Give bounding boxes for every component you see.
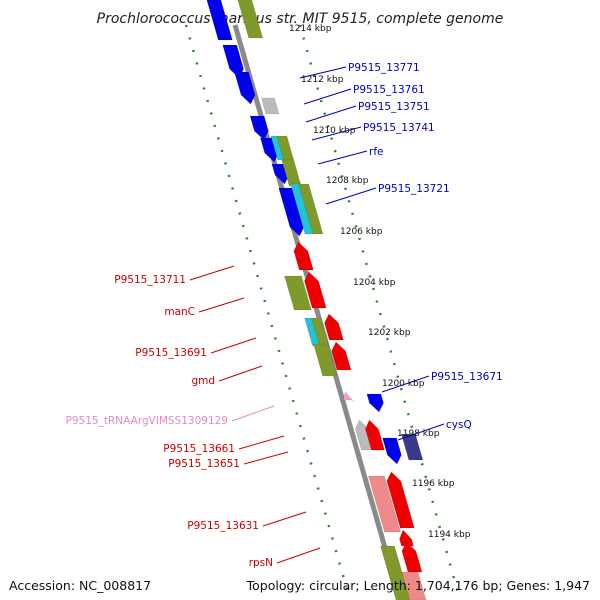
map-title: Prochlorococcus marinus str. MIT 9515, c… [97, 11, 504, 27]
gene-feature [206, 0, 233, 41]
kbp-tick: 1198 kbp [397, 429, 440, 439]
kbp-tick: 1208 kbp [326, 176, 369, 186]
gene-label[interactable]: cysQ [446, 419, 472, 431]
gene-feature [234, 71, 256, 105]
gene-feature [293, 241, 314, 271]
gene-label[interactable]: P9515_13751 [358, 101, 430, 113]
leader-line [218, 365, 263, 382]
kbp-tick: 1210 kbp [313, 126, 356, 136]
gene-label[interactable]: manC [164, 306, 195, 318]
gene-feature [298, 183, 324, 235]
leader-line [311, 126, 362, 141]
gene-label[interactable]: P9515_13661 [163, 443, 235, 455]
gene-feature [368, 475, 401, 533]
accession-text: Accession: NC_008817 [9, 578, 152, 593]
gene-feature [365, 419, 385, 451]
gene-feature [380, 545, 411, 600]
gene-label[interactable]: P9515_13671 [431, 371, 503, 383]
gene-features [206, 0, 427, 600]
gene-feature [401, 541, 423, 573]
gene-feature [386, 471, 415, 529]
leader-line [276, 547, 321, 564]
kbp-tick: 1206 kbp [340, 227, 383, 237]
kbp-ticks: 1214 kbp 1212 kbp 1210 kbp 1208 kbp 1206… [289, 24, 471, 540]
kbp-tick: 1202 kbp [368, 328, 411, 338]
left-gene-labels: P9515_13711 manC P9515_13691 gmd P9515_t… [66, 274, 273, 569]
gene-label[interactable]: P9515_13741 [363, 122, 435, 134]
leader-line [189, 265, 235, 281]
gene-feature [331, 341, 352, 371]
right-gene-labels: P9515_13771 P9515_13761 P9515_13751 P951… [348, 62, 503, 431]
gene-feature [313, 343, 338, 377]
gene-label[interactable]: P9515_13651 [168, 458, 240, 470]
kbp-tick: 1196 kbp [412, 479, 455, 489]
leader-line [325, 187, 377, 205]
gene-label[interactable]: rpsN [249, 557, 273, 569]
leader-line [303, 88, 352, 105]
leader-line [231, 405, 275, 422]
gene-feature [342, 391, 354, 403]
gene-label[interactable]: P9515_tRNAArgVIMSS1309129 [66, 415, 228, 427]
gene-feature [311, 317, 330, 347]
gene-feature [249, 115, 269, 141]
label-leaders [189, 66, 445, 564]
gene-label[interactable]: rfe [369, 146, 383, 158]
gene-feature [324, 313, 344, 341]
leader-line [381, 375, 430, 393]
leader-line [243, 451, 289, 465]
kbp-tick: 1212 kbp [301, 75, 344, 85]
gene-feature [237, 0, 264, 39]
kbp-tick: 1194 kbp [428, 530, 471, 540]
leader-line [397, 423, 445, 441]
gene-feature [382, 437, 402, 465]
gene-feature [284, 275, 312, 311]
leader-line [299, 66, 347, 79]
gene-label[interactable]: P9515_13711 [114, 274, 186, 286]
leader-line [198, 297, 245, 313]
leader-line [238, 435, 285, 450]
gene-feature [366, 393, 384, 413]
gene-feature [304, 271, 327, 309]
kbp-tick: 1204 kbp [353, 278, 396, 288]
leader-line [262, 511, 307, 527]
leader-line [317, 150, 368, 165]
gene-label[interactable]: gmd [191, 375, 215, 387]
topology-text: Topology: circular; Length: 1,704,176 bp… [246, 578, 590, 593]
gene-label[interactable]: P9515_13721 [378, 183, 450, 195]
gene-label[interactable]: P9515_13771 [348, 62, 420, 74]
leader-line [210, 337, 257, 354]
gene-feature [278, 187, 305, 237]
gene-feature [401, 571, 427, 600]
gene-label[interactable]: P9515_13691 [135, 347, 207, 359]
gene-feature [400, 433, 424, 461]
gene-feature [261, 97, 280, 115]
gene-label[interactable]: P9515_13631 [187, 520, 259, 532]
gene-label[interactable]: P9515_13761 [353, 84, 425, 96]
leader-line [305, 105, 357, 123]
kbp-tick: 1200 kbp [382, 379, 425, 389]
kbp-tick: 1214 kbp [289, 24, 332, 34]
